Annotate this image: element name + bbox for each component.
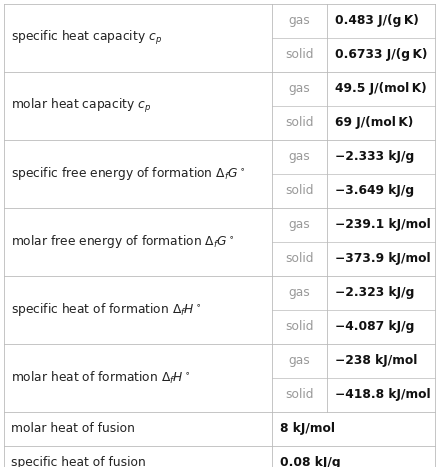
Text: gas: gas bbox=[288, 354, 310, 367]
Text: solid: solid bbox=[285, 116, 313, 129]
Text: 49.5 J/(mol K): 49.5 J/(mol K) bbox=[334, 82, 425, 95]
Text: molar heat of fusion: molar heat of fusion bbox=[11, 422, 134, 435]
Text: 8 kJ/mol: 8 kJ/mol bbox=[279, 422, 335, 435]
Text: specific heat of formation $\Delta_f H^\circ$: specific heat of formation $\Delta_f H^\… bbox=[11, 301, 201, 318]
Text: −418.8 kJ/mol: −418.8 kJ/mol bbox=[334, 388, 429, 401]
Text: solid: solid bbox=[285, 48, 313, 61]
Text: −3.649 kJ/g: −3.649 kJ/g bbox=[334, 184, 413, 197]
Text: molar heat of formation $\Delta_f H^\circ$: molar heat of formation $\Delta_f H^\cir… bbox=[11, 370, 190, 386]
Text: molar free energy of formation $\Delta_f G^\circ$: molar free energy of formation $\Delta_f… bbox=[11, 233, 233, 250]
Text: 0.08 kJ/g: 0.08 kJ/g bbox=[279, 456, 340, 467]
Text: gas: gas bbox=[288, 14, 310, 27]
Text: solid: solid bbox=[285, 184, 313, 197]
Text: −2.323 kJ/g: −2.323 kJ/g bbox=[334, 286, 413, 299]
Text: −238 kJ/mol: −238 kJ/mol bbox=[334, 354, 416, 367]
Text: 69 J/(mol K): 69 J/(mol K) bbox=[334, 116, 412, 129]
Text: −4.087 kJ/g: −4.087 kJ/g bbox=[334, 320, 413, 333]
Text: solid: solid bbox=[285, 252, 313, 265]
Text: gas: gas bbox=[288, 150, 310, 163]
Text: 0.6733 J/(g K): 0.6733 J/(g K) bbox=[334, 48, 426, 61]
Text: specific heat of fusion: specific heat of fusion bbox=[11, 456, 145, 467]
Text: molar heat capacity $c_p$: molar heat capacity $c_p$ bbox=[11, 97, 150, 115]
Text: solid: solid bbox=[285, 320, 313, 333]
Text: −2.333 kJ/g: −2.333 kJ/g bbox=[334, 150, 413, 163]
Text: gas: gas bbox=[288, 82, 310, 95]
Text: −239.1 kJ/mol: −239.1 kJ/mol bbox=[334, 218, 429, 231]
Text: specific heat capacity $c_p$: specific heat capacity $c_p$ bbox=[11, 29, 161, 47]
Text: solid: solid bbox=[285, 388, 313, 401]
Text: specific free energy of formation $\Delta_f G^\circ$: specific free energy of formation $\Delt… bbox=[11, 165, 244, 182]
Text: gas: gas bbox=[288, 218, 310, 231]
Text: 0.483 J/(g K): 0.483 J/(g K) bbox=[334, 14, 417, 27]
Text: gas: gas bbox=[288, 286, 310, 299]
Text: −373.9 kJ/mol: −373.9 kJ/mol bbox=[334, 252, 429, 265]
